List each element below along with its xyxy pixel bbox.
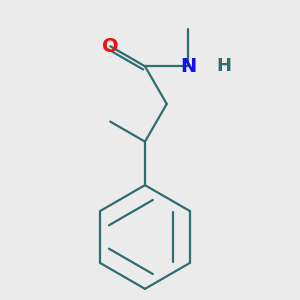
Text: O: O: [102, 37, 119, 56]
Text: H: H: [216, 57, 231, 75]
Text: N: N: [180, 57, 196, 76]
